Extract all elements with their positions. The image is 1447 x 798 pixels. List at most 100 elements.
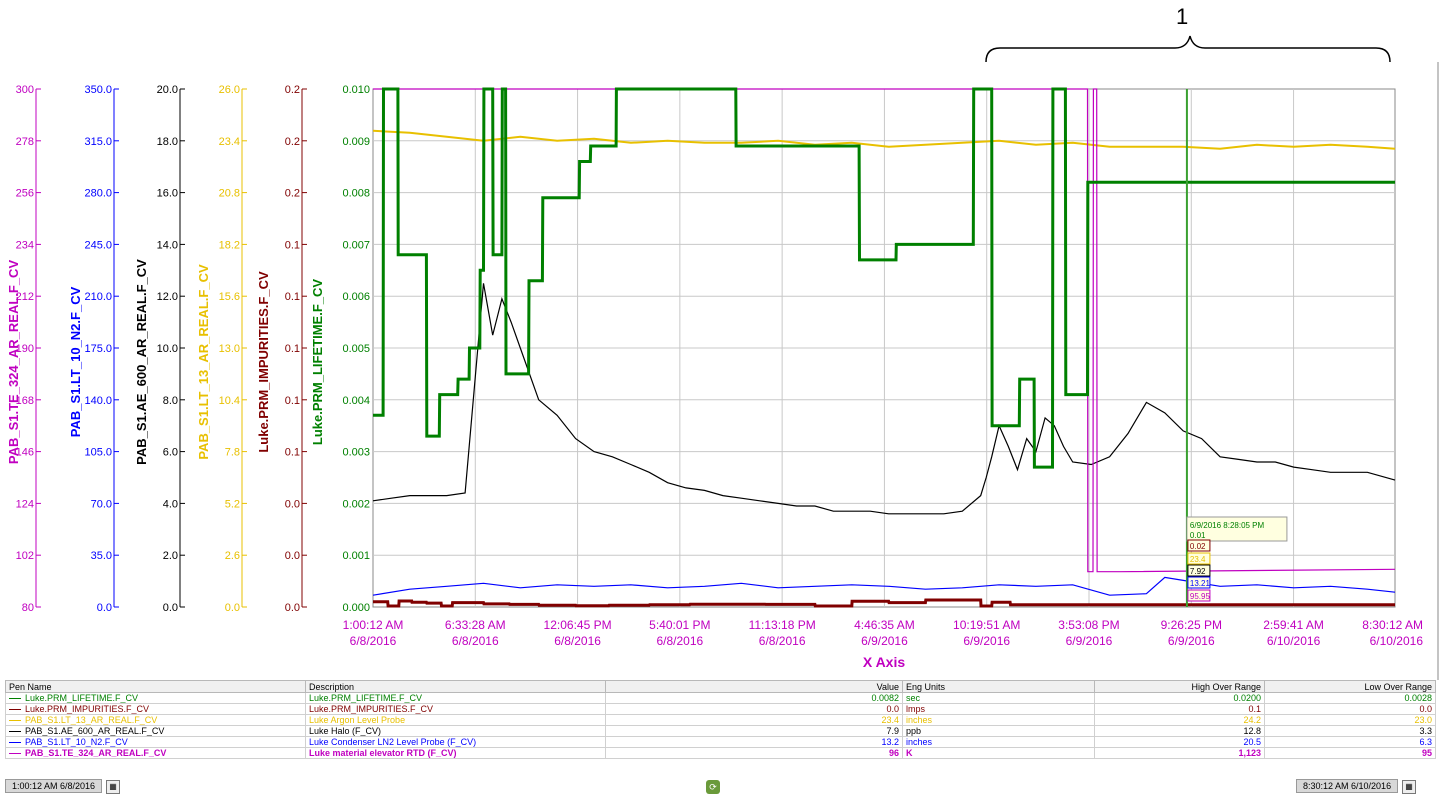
start-time-field[interactable]: 1:00:12 AM 6/8/2016: [5, 779, 103, 793]
y-tick-label: 0.1: [285, 291, 300, 303]
y-tick-label: 256: [16, 188, 34, 200]
legend-swatch: [9, 753, 21, 755]
y-tick-label: 6.0: [163, 447, 178, 459]
legend-high-range: 24.2: [1094, 714, 1265, 726]
y-tick-label: 0.1: [285, 395, 300, 407]
y-tick-label: 146: [16, 447, 34, 459]
y-tick-label: 5.2: [225, 498, 240, 510]
legend-description: Luke.PRM_IMPURITIES.F_CV: [305, 703, 606, 715]
legend-value: 23.4: [605, 714, 903, 726]
x-tick-time: 8:30:12 AM: [1362, 618, 1423, 632]
legend-pen-label: Luke.PRM_LIFETIME.F_CV: [25, 693, 139, 703]
cursor-value-box: [1187, 552, 1211, 565]
x-tick-date: 6/9/2016: [1066, 634, 1113, 648]
y-tick-label: 0.008: [342, 188, 370, 200]
start-calendar-icon[interactable]: ▦: [106, 779, 121, 794]
x-tick-date: 6/8/2016: [554, 634, 601, 648]
y-axis-5: 0.010 0.009 0.008 0.007 0.006 0.005 0.004 0.003…: [310, 84, 370, 614]
y-tick-label: 0.1: [285, 447, 300, 459]
cursor-value: 0.02: [1190, 542, 1206, 551]
y-tick-label: 0.004: [342, 395, 370, 407]
x-tick-date: 6/8/2016: [656, 634, 703, 648]
y-tick-label: 105.0: [84, 447, 112, 459]
y-tick-label: 35.0: [91, 550, 112, 562]
y-tick-label: 2.0: [163, 550, 178, 562]
y-tick-label: 0.0: [285, 550, 300, 562]
y-tick-label: 10.0: [157, 343, 178, 355]
legend-description: Luke Condenser LN2 Level Probe (F_CV): [305, 736, 606, 748]
y-tick-label: 0.005: [342, 343, 370, 355]
legend-pen-name: Luke.PRM_IMPURITIES.F_CV: [5, 703, 306, 715]
legend-row[interactable]: PAB_S1.LT_10_N2.F_CV Luke Condenser LN2 L…: [5, 736, 1436, 748]
cursor-value: 0.01: [1190, 531, 1206, 540]
end-time-field[interactable]: 8:30:12 AM 6/10/2016: [1296, 779, 1399, 793]
legend-row[interactable]: Luke.PRM_LIFETIME.F_CV Luke.PRM_LIFETIME.…: [5, 692, 1436, 704]
y-tick-label: 190: [16, 343, 34, 355]
legend-pen-name: PAB_S1.LT_10_N2.F_CV: [5, 736, 306, 748]
legend-pen-label: Luke.PRM_IMPURITIES.F_CV: [25, 704, 150, 714]
y-tick-label: 234: [16, 239, 34, 251]
x-tick-date: 6/8/2016: [350, 634, 397, 648]
y-tick-label: 7.8: [225, 447, 240, 459]
legend-header-units[interactable]: Eng Units: [902, 680, 1095, 693]
x-tick-time: 4:46:35 AM: [854, 618, 915, 632]
x-tick-time: 6:33:28 AM: [445, 618, 506, 632]
legend-header-high[interactable]: High Over Range: [1094, 680, 1265, 693]
cursor-value-box: [1187, 589, 1211, 602]
legend-units: inches: [902, 736, 1095, 748]
y-tick-label: 0.002: [342, 498, 370, 510]
y-axis-title: PAB_S1.AE_600_AR_REAL.F_CV: [134, 259, 149, 465]
trend-chart: 300 278 256 234 212 190 168 146 124 102 80 PAB_S1.T…: [6, 35, 1439, 680]
y-tick-label: 15.6: [219, 291, 240, 303]
y-tick-label: 0.007: [342, 239, 370, 251]
legend-row[interactable]: Luke.PRM_IMPURITIES.F_CV Luke.PRM_IMPURIT…: [5, 703, 1436, 715]
y-tick-label: 12.0: [157, 291, 178, 303]
legend-high-range: 0.1: [1094, 703, 1265, 715]
y-tick-label: 13.0: [219, 343, 240, 355]
legend-row[interactable]: PAB_S1.TE_324_AR_REAL.F_CV Luke material …: [5, 747, 1436, 759]
cursor-value: 23.4: [1190, 555, 1206, 564]
x-tick-time: 12:06:45 PM: [544, 618, 612, 632]
cursor-value-box: [1187, 576, 1211, 589]
legend-pen-label: PAB_S1.LT_13_AR_REAL.F_CV: [25, 715, 158, 725]
legend-low-range: 3.3: [1264, 725, 1436, 737]
y-tick-label: 10.4: [219, 395, 240, 407]
legend-low-range: 0.0: [1264, 703, 1436, 715]
y-axis-title: PAB_S1.LT_13_AR_REAL.F_CV: [196, 264, 211, 460]
legend-row[interactable]: PAB_S1.AE_600_AR_REAL.F_CV Luke Halo (F_C…: [5, 725, 1436, 737]
y-tick-label: 8.0: [163, 395, 178, 407]
legend-high-range: 1,123: [1094, 747, 1265, 759]
y-tick-label: 0.0: [163, 602, 178, 614]
x-tick-time: 2:59:41 AM: [1263, 618, 1324, 632]
legend-units: ppb: [902, 725, 1095, 737]
y-tick-label: 0.010: [342, 84, 370, 96]
y-axis-1: 350.0 315.0 280.0 245.0 210.0 175.0 140.0 105.0…: [68, 84, 119, 614]
y-tick-label: 0.0: [285, 498, 300, 510]
cursor-value-box: [1187, 564, 1211, 577]
y-tick-label: 70.0: [91, 498, 112, 510]
legend-value: 0.0082: [605, 692, 903, 704]
series-line-PAB_S1.LT_13_AR_REAL.F_CV: [372, 129, 1396, 150]
legend-header-row: Pen Name Description Value Eng Units Hig…: [5, 680, 1436, 693]
cursor-value: 95.95: [1190, 592, 1211, 601]
end-calendar-icon[interactable]: ▦: [1402, 779, 1417, 794]
legend-high-range: 12.8: [1094, 725, 1265, 737]
y-axis-0: 300 278 256 234 212 190 168 146 124 102 80 PAB_S1.T…: [6, 84, 41, 614]
legend-header-pen[interactable]: Pen Name: [5, 680, 306, 693]
legend-header-value[interactable]: Value: [605, 680, 903, 693]
legend-value: 13.2: [605, 736, 903, 748]
y-tick-label: 140.0: [84, 395, 112, 407]
legend-value: 0.0: [605, 703, 903, 715]
legend-low-range: 95: [1264, 747, 1436, 759]
cursor-time: 6/9/2016 8:28:05 PM: [1190, 521, 1265, 530]
refresh-play-icon[interactable]: ⟳: [706, 780, 720, 794]
x-tick-time: 1:00:12 AM: [343, 618, 404, 632]
legend-row[interactable]: PAB_S1.LT_13_AR_REAL.F_CV Luke Argon Leve…: [5, 714, 1436, 726]
x-tick-time: 3:53:08 PM: [1058, 618, 1119, 632]
legend-header-low[interactable]: Low Over Range: [1264, 680, 1436, 693]
y-tick-label: 0.0: [97, 602, 112, 614]
legend-header-description[interactable]: Description: [305, 680, 606, 693]
legend-value: 96: [605, 747, 903, 759]
y-tick-label: 0.1: [285, 239, 300, 251]
y-tick-label: 124: [16, 498, 34, 510]
